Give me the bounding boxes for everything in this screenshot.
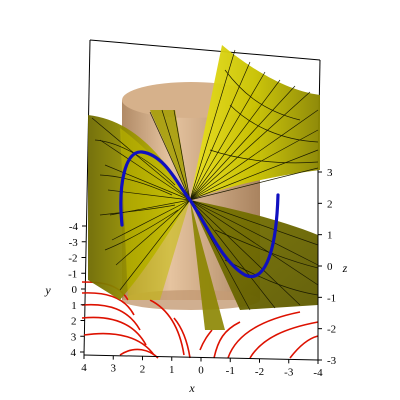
z-axis-tick-label: 1 (327, 230, 333, 242)
x-axis-tick-label: -3 (284, 366, 294, 378)
space-curve (119, 150, 280, 279)
x-axis-tick-label: 0 (198, 365, 204, 377)
y-axis-tick-label: 4 (71, 347, 77, 359)
y-axis-tick-label: 2 (71, 316, 77, 328)
mesh-line (189, 79, 281, 201)
z-axis-tick-label: -2 (327, 324, 336, 336)
contour-line (289, 335, 319, 359)
x-axis-tick-label: 4 (81, 362, 87, 374)
mesh-line (189, 199, 301, 306)
contour-line (81, 316, 147, 346)
mesh-line (173, 109, 191, 201)
mesh-line (149, 111, 191, 201)
y-axis-tick-label: 1 (71, 300, 77, 312)
mesh-line (99, 204, 176, 216)
mesh-line (161, 109, 191, 201)
z-axis-label: z (342, 261, 348, 275)
x-axis-ticks: 4 3 2 1 0 -1 -2 -3 -4 (81, 355, 323, 379)
y-axis-tick-label: -1 (68, 268, 77, 280)
contour-line (249, 321, 319, 359)
mesh-line (111, 199, 191, 241)
mesh-line (189, 149, 319, 201)
x-axis-label: x (188, 381, 195, 395)
y-axis-tick-label: 0 (72, 284, 78, 296)
y-axis-tick-label: -3 (69, 237, 79, 249)
x-axis-tick-label: -4 (313, 367, 323, 379)
y-axis-ticks: -4 -3 -2 -1 0 1 2 3 4 (68, 221, 86, 359)
z-axis-tick-label: -1 (327, 292, 336, 304)
mesh-line (214, 229, 319, 269)
mesh-line (119, 199, 191, 291)
mesh-line (189, 199, 276, 309)
x-axis-tick-label: 3 (111, 363, 117, 375)
surface-mesh (91, 49, 319, 311)
z-axis-tick-label: 0 (327, 261, 333, 273)
y-axis-tick-label: 3 (71, 331, 77, 343)
mesh-line (189, 199, 319, 246)
y-axis-tick-label: -4 (69, 221, 79, 233)
mesh-line (189, 199, 319, 286)
mesh-line (189, 167, 319, 201)
contour-line (81, 303, 141, 331)
mesh-line (189, 61, 251, 201)
mesh-line (99, 174, 173, 196)
mesh-line (99, 139, 191, 201)
contour-line (199, 329, 213, 351)
contour-line (213, 321, 241, 359)
mesh-line (104, 164, 191, 201)
contour-line (83, 332, 155, 356)
mesh-line (189, 91, 311, 201)
contour-lines (81, 281, 319, 359)
x-axis-tick-label: 2 (140, 363, 146, 375)
z-axis-tick-label: 2 (327, 198, 333, 210)
surface (88, 45, 320, 330)
x-axis-tick-label: -2 (255, 366, 264, 378)
y-axis-tick-label: -2 (68, 253, 77, 265)
mesh-line (104, 209, 179, 251)
mesh-line (189, 199, 319, 266)
contour-line (81, 292, 135, 316)
y-axis-label: y (44, 283, 51, 297)
contour-line (173, 317, 191, 359)
contour-line (227, 311, 301, 359)
x-axis-tick-label: -1 (226, 365, 235, 377)
contour-line (149, 299, 185, 356)
mesh-line (189, 85, 296, 201)
mesh-line (189, 129, 319, 201)
z-axis-ticks: 3 2 1 0 -1 -2 -3 (318, 167, 337, 367)
mesh-line (115, 199, 191, 266)
mesh-line (224, 69, 301, 121)
z-axis-tick-label: -3 (327, 355, 337, 367)
x-axis-tick-label: 1 (169, 364, 175, 376)
mesh-line (209, 149, 319, 164)
mesh-line (91, 117, 191, 201)
mesh-line (189, 49, 236, 201)
mesh-line (189, 71, 266, 201)
mesh-line (229, 104, 319, 143)
z-axis-tick-label: 3 (327, 167, 333, 179)
mesh-line (189, 109, 319, 201)
